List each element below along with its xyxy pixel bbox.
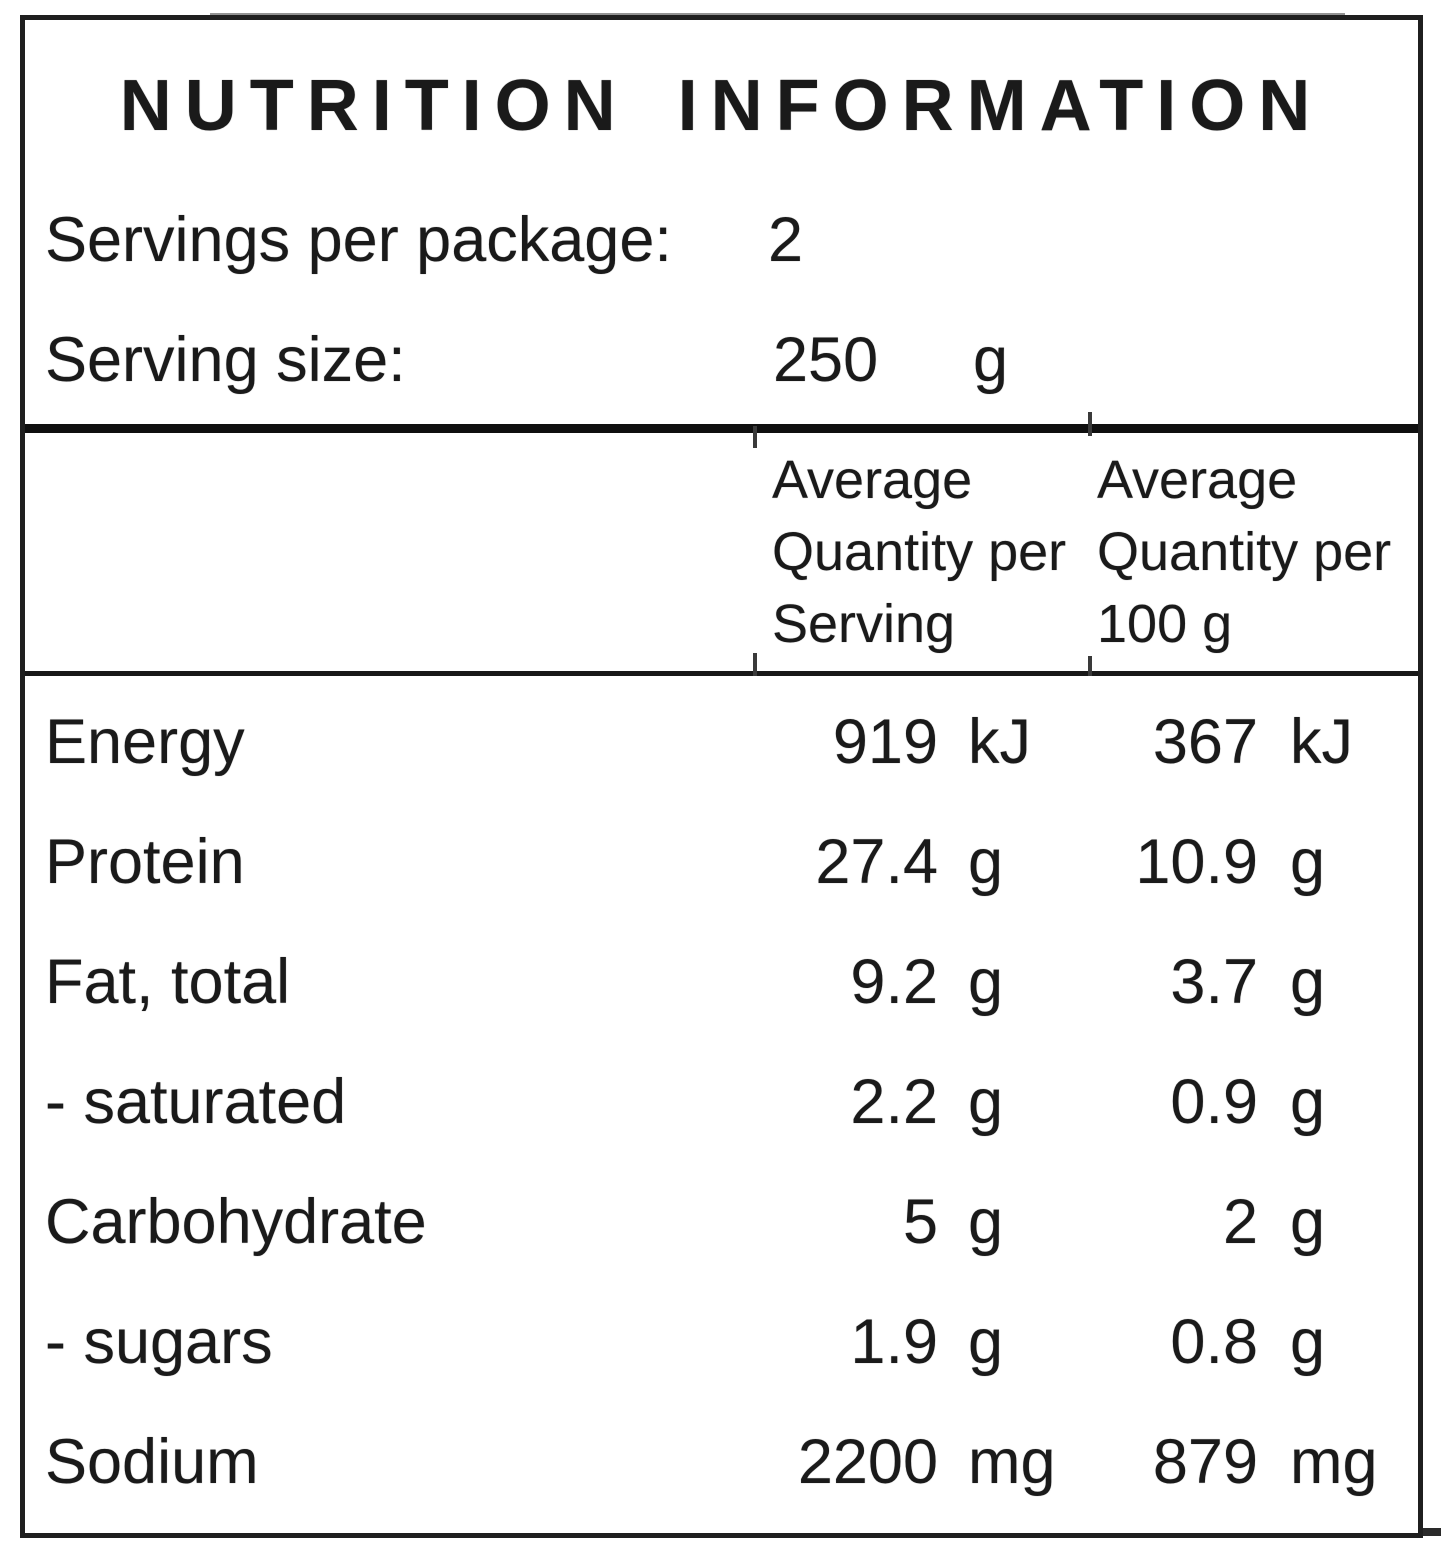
serving-size-value: 250 xyxy=(773,325,879,395)
nutrient-row-energy: Energy 919 kJ 367 kJ xyxy=(45,711,1393,791)
serving-size-label: Serving size: xyxy=(45,325,406,395)
serving-size-row: Serving size: 250 g xyxy=(45,329,1405,409)
nutrient-row-sodium: Sodium 2200 mg 879 mg xyxy=(45,1431,1393,1511)
per-serving-value: 9.2 xyxy=(850,947,938,1017)
nutrient-name: - saturated xyxy=(45,1067,347,1137)
per-serving-unit: g xyxy=(968,827,1004,897)
per-serving-unit: g xyxy=(968,1187,1004,1257)
nutrition-panel: NUTRITION INFORMATION Servings per packa… xyxy=(20,15,1423,1538)
per-100g-value: 0.8 xyxy=(1170,1307,1258,1377)
per-serving-unit: g xyxy=(968,1067,1004,1137)
scan-artifact-bottom-corner xyxy=(1421,1528,1441,1536)
per-serving-value: 2200 xyxy=(797,1427,938,1497)
per-100g-unit: g xyxy=(1290,947,1326,1017)
per-100g-value: 2 xyxy=(1222,1187,1258,1257)
nutrient-name: Energy xyxy=(45,707,245,777)
per-100g-unit: g xyxy=(1290,1067,1326,1137)
per-serving-value: 1.9 xyxy=(850,1307,938,1377)
nutrient-name: Sodium xyxy=(45,1427,259,1497)
nutrient-row-saturated: - saturated 2.2 g 0.9 g xyxy=(45,1071,1393,1151)
servings-per-package-label: Servings per package: xyxy=(45,205,672,275)
per-serving-unit: kJ xyxy=(968,707,1031,777)
per-100g-value: 367 xyxy=(1152,707,1258,777)
per-serving-value: 2.2 xyxy=(850,1067,938,1137)
per-serving-unit: mg xyxy=(968,1427,1056,1497)
cell-border-tick xyxy=(1088,656,1092,676)
nutrient-row-sugars: - sugars 1.9 g 0.8 g xyxy=(45,1311,1393,1391)
per-100g-unit: mg xyxy=(1290,1427,1378,1497)
per-100g-value: 10.9 xyxy=(1135,827,1258,897)
per-100g-value: 0.9 xyxy=(1170,1067,1258,1137)
column-header-per-serving: Average Quantity per Serving xyxy=(772,444,1066,660)
nutrient-name: Fat, total xyxy=(45,947,291,1017)
cell-border-tick xyxy=(1088,412,1092,436)
servings-per-package-row: Servings per package: 2 xyxy=(45,209,1405,289)
nutrient-row-carbohydrate: Carbohydrate 5 g 2 g xyxy=(45,1191,1393,1271)
divider-thick xyxy=(25,424,1418,433)
per-serving-value: 919 xyxy=(832,707,938,777)
cell-border-tick xyxy=(753,653,757,676)
column-header-line: Average xyxy=(1097,450,1298,510)
nutrient-name: Carbohydrate xyxy=(45,1187,427,1257)
panel-title: NUTRITION INFORMATION xyxy=(119,66,1324,146)
cell-border-tick xyxy=(753,426,757,448)
per-100g-unit: kJ xyxy=(1290,707,1353,777)
column-header-line: Average xyxy=(772,450,973,510)
nutrient-name: - sugars xyxy=(45,1307,273,1377)
nutrient-row-protein: Protein 27.4 g 10.9 g xyxy=(45,831,1393,911)
nutrient-name: Protein xyxy=(45,827,245,897)
per-100g-unit: g xyxy=(1290,1187,1326,1257)
per-100g-unit: g xyxy=(1290,827,1326,897)
column-header-line: 100 g xyxy=(1097,594,1233,654)
per-100g-value: 3.7 xyxy=(1170,947,1258,1017)
nutrient-row-fat-total: Fat, total 9.2 g 3.7 g xyxy=(45,951,1393,1031)
per-100g-unit: g xyxy=(1290,1307,1326,1377)
divider-thin xyxy=(25,671,1418,676)
column-header-line: Quantity per xyxy=(772,522,1067,582)
column-header-per-100g: Average Quantity per 100 g xyxy=(1097,444,1391,660)
per-serving-value: 5 xyxy=(902,1187,938,1257)
per-serving-value: 27.4 xyxy=(815,827,938,897)
servings-per-package-value: 2 xyxy=(768,205,804,275)
column-header-line: Serving xyxy=(772,594,956,654)
serving-size-unit: g xyxy=(973,325,1009,395)
per-serving-unit: g xyxy=(968,1307,1004,1377)
per-100g-value: 879 xyxy=(1152,1427,1258,1497)
column-header-line: Quantity per xyxy=(1097,522,1392,582)
per-serving-unit: g xyxy=(968,947,1004,1017)
